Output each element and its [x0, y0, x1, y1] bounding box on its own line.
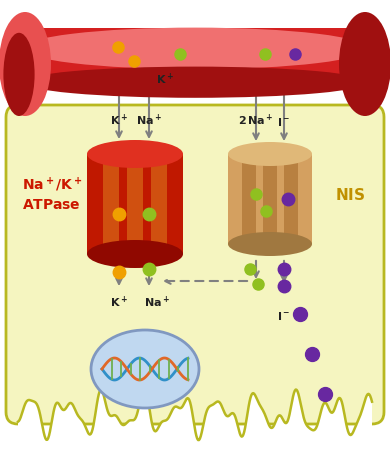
- Bar: [103, 159, 119, 254]
- Text: $\bf{Na^+/K^+}$: $\bf{Na^+/K^+}$: [22, 176, 82, 194]
- Ellipse shape: [228, 143, 312, 167]
- Bar: [262, 158, 277, 244]
- Ellipse shape: [4, 34, 35, 117]
- Ellipse shape: [228, 233, 312, 257]
- Ellipse shape: [87, 241, 183, 268]
- Text: $\mathbf{Na^+}$: $\mathbf{Na^+}$: [136, 112, 162, 128]
- Text: $\mathbf{K^+}$: $\mathbf{K^+}$: [110, 112, 128, 128]
- Bar: [127, 159, 144, 254]
- Ellipse shape: [22, 29, 368, 70]
- Bar: [21, 44, 369, 91]
- Ellipse shape: [91, 330, 199, 408]
- Ellipse shape: [22, 67, 368, 99]
- Bar: [21, 29, 369, 81]
- Ellipse shape: [0, 13, 51, 117]
- Bar: [228, 155, 312, 244]
- Text: $\mathbf{2\,Na^+}$: $\mathbf{2\,Na^+}$: [238, 112, 274, 128]
- Ellipse shape: [339, 13, 390, 117]
- Bar: [242, 158, 256, 244]
- Bar: [87, 155, 183, 254]
- Ellipse shape: [87, 141, 183, 169]
- Text: $\bf{I^-}$: $\bf{I^-}$: [277, 309, 291, 321]
- Bar: [151, 159, 167, 254]
- Text: $\bf{Na^+}$: $\bf{Na^+}$: [144, 294, 170, 309]
- Text: $\bf{ATPase}$: $\bf{ATPase}$: [22, 197, 81, 212]
- Polygon shape: [18, 388, 372, 455]
- Text: $\mathbf{K^+}$: $\mathbf{K^+}$: [156, 72, 174, 87]
- Text: $\bf{K^+}$: $\bf{K^+}$: [110, 294, 128, 309]
- Text: $\bf{NIS}$: $\bf{NIS}$: [335, 187, 365, 202]
- FancyBboxPatch shape: [6, 106, 384, 424]
- Bar: [284, 158, 298, 244]
- Text: $\mathbf{I^-}$: $\mathbf{I^-}$: [277, 116, 291, 128]
